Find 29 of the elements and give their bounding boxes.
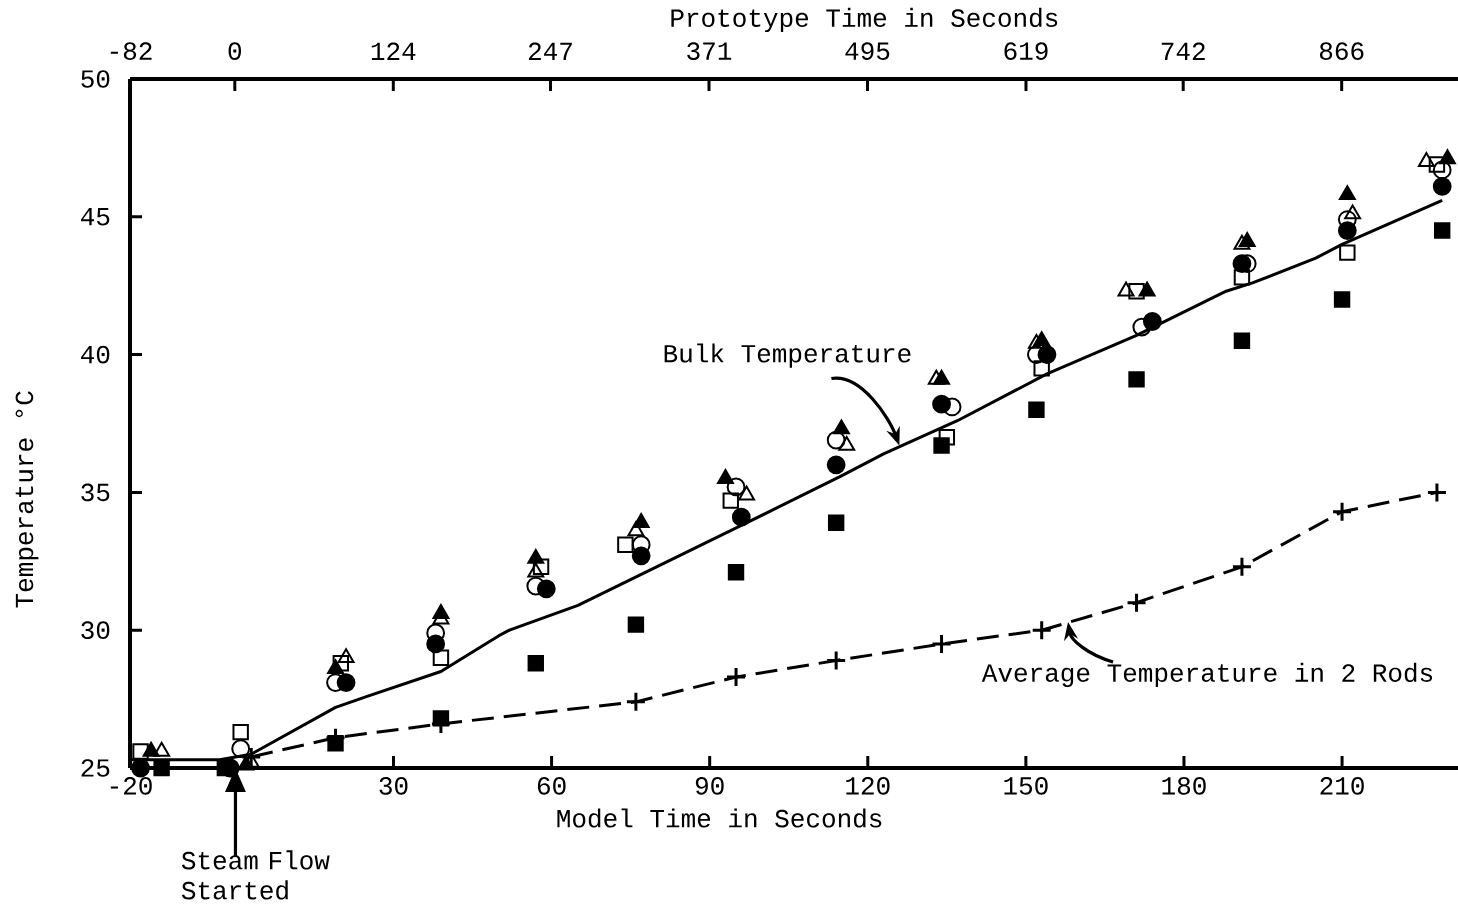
y-tick-label: 50 <box>81 70 110 88</box>
x-axis-title: Model Time in Seconds <box>557 808 882 828</box>
x-tick-label: 210 <box>1320 777 1364 795</box>
text: Steam Flow Started <box>181 850 330 900</box>
y-tick-label: 45 <box>81 208 110 226</box>
x2-tick-label: -82 <box>110 42 152 60</box>
x2-tick-label: 371 <box>687 42 732 60</box>
y-tick-label: 25 <box>81 759 110 777</box>
x2-tick-label: 495 <box>845 42 890 60</box>
x2-tick-label: 619 <box>1004 42 1048 60</box>
x2-tick-label: 0 <box>228 42 241 60</box>
y-tick-label: 40 <box>81 345 110 364</box>
x-tick-label: 120 <box>846 777 890 795</box>
x2-tick-label: 247 <box>528 42 572 60</box>
x-tick-label: 180 <box>1162 777 1206 795</box>
x2-tick-label: 124 <box>371 42 416 60</box>
x-tick-label: 150 <box>1004 777 1048 795</box>
x-tick-label: 60 <box>537 777 566 795</box>
annotation: Average Temperature in 2 Rods <box>981 662 1433 688</box>
x-tick-label: -20 <box>110 777 152 795</box>
x2-axis-title: Prototype Time in Seconds <box>671 7 1058 33</box>
x-tick-label: 30 <box>379 777 408 795</box>
annotation: Bulk Temperature <box>664 343 911 368</box>
y-tick-label: 30 <box>81 621 110 640</box>
x2-tick-label: 742 <box>1161 42 1205 60</box>
y-axis-title: Temperature °C <box>15 391 39 608</box>
y-tick-label: 35 <box>81 483 110 502</box>
x-tick-label: 90 <box>695 777 724 795</box>
x2-tick-label: 866 <box>1319 42 1364 60</box>
